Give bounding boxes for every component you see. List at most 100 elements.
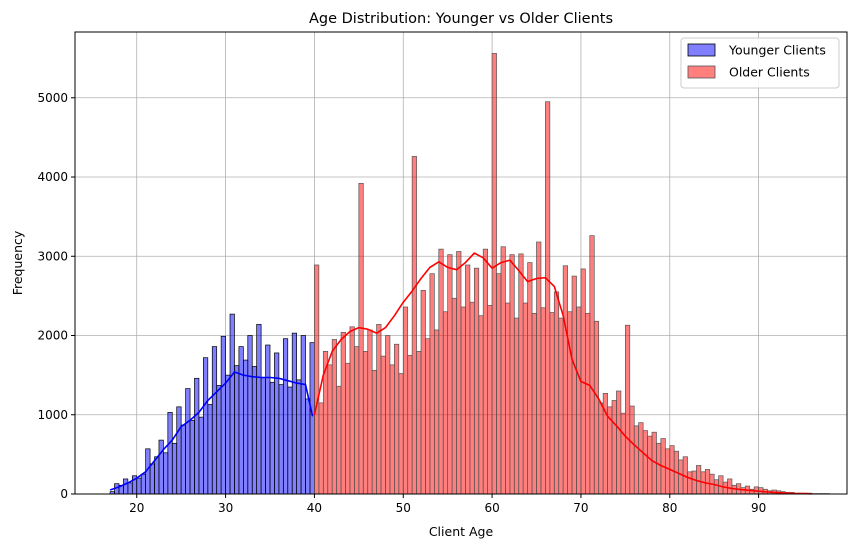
older-clients-bar — [425, 338, 431, 495]
older-clients-bar — [345, 362, 351, 495]
younger-clients-bar — [287, 386, 293, 495]
older-clients-bar — [518, 253, 524, 495]
x-axis-label: Client Age — [429, 524, 494, 539]
older-clients-bar — [624, 324, 631, 495]
younger-clients-bar — [296, 379, 302, 495]
older-clients-bar — [473, 267, 480, 495]
y-tick-label: 2000 — [37, 329, 68, 343]
younger-clients-kde-line — [109, 371, 314, 491]
younger-clients-bar — [274, 352, 280, 495]
younger-clients-bar — [154, 456, 160, 495]
older-clients-kde-line — [313, 252, 812, 495]
older-clients-bar — [318, 402, 324, 495]
x-tick-label: 40 — [307, 501, 322, 515]
older-clients-bar — [385, 335, 391, 495]
kde-curves — [109, 252, 812, 495]
older-clients-bar — [598, 402, 604, 495]
x-tick-label: 90 — [751, 501, 766, 515]
older-clients-bar — [540, 307, 546, 495]
older-clients-bar — [727, 478, 733, 495]
older-clients-bar — [491, 53, 497, 495]
y-axis: 0 1000 2000 3000 4000 5000 — [37, 91, 75, 501]
older-clients-bar — [442, 311, 449, 495]
older-clients-bar — [314, 264, 320, 495]
younger-clients-bar — [171, 442, 178, 495]
older-clients-bar — [589, 235, 595, 495]
younger-clients-bar — [176, 406, 182, 495]
younger-clients-bar — [256, 324, 262, 495]
x-axis: 20 30 40 50 60 70 80 90 — [129, 494, 766, 515]
younger-clients-bar — [167, 412, 173, 495]
younger-clients-bar — [291, 332, 298, 495]
older-clients-bar — [642, 430, 648, 495]
older-clients-bar — [349, 326, 355, 495]
legend: Younger Clients Older Clients — [680, 37, 840, 89]
older-clients-bar — [687, 471, 693, 495]
older-clients-bar — [718, 475, 724, 495]
older-clients-bar — [447, 254, 453, 495]
x-tick-label: 70 — [573, 501, 588, 515]
legend-label-younger: Younger Clients — [728, 43, 826, 58]
x-tick-label: 30 — [218, 501, 233, 515]
younger-clients-bar — [225, 374, 231, 495]
older-clients-bar — [451, 297, 457, 495]
older-clients-bar — [496, 273, 502, 495]
y-tick-label: 5000 — [37, 91, 68, 105]
older-clients-bar — [678, 459, 684, 495]
younger-clients-bar — [123, 478, 129, 495]
younger-clients-bar — [247, 335, 253, 495]
older-clients-bar — [713, 479, 719, 495]
younger-clients-bar — [251, 366, 258, 495]
older-clients-bar — [593, 320, 600, 495]
older-clients-bar — [553, 291, 560, 495]
legend-label-older: Older Clients — [729, 65, 810, 80]
older-clients-bar — [664, 448, 671, 495]
older-clients-bar — [585, 312, 591, 495]
older-clients-bar — [420, 289, 426, 495]
older-clients-bar — [336, 385, 342, 495]
older-clients-bar — [576, 306, 582, 495]
younger-clients-bar — [140, 473, 146, 495]
older-clients-bar — [656, 442, 662, 495]
older-clients-bar — [340, 331, 346, 495]
older-clients-bar — [402, 306, 409, 495]
older-clients-bar — [558, 317, 564, 495]
older-clients-bar — [469, 301, 475, 495]
older-clients-bar — [704, 469, 711, 495]
younger-clients-bar — [265, 344, 271, 495]
older-clients-bar — [416, 351, 422, 495]
older-clients-bar — [633, 425, 640, 495]
younger-clients-bar — [234, 365, 240, 495]
younger-clients-bar — [185, 388, 191, 495]
older-clients-bar — [562, 265, 568, 495]
older-clients-bar — [398, 373, 404, 495]
older-clients-bar — [691, 470, 697, 495]
older-clients-bar — [536, 241, 542, 495]
legend-swatch-younger — [687, 43, 716, 57]
older-clients-bar — [500, 246, 506, 495]
y-tick-label: 3000 — [37, 249, 68, 263]
younger-clients-bar — [194, 377, 200, 495]
older-clients-bar — [358, 183, 364, 495]
younger-clients-bar — [229, 313, 235, 495]
older-clients-bar — [389, 364, 395, 495]
older-clients-bar — [394, 343, 400, 495]
y-tick-label: 1000 — [37, 408, 68, 422]
x-tick-label: 20 — [129, 501, 144, 515]
younger-clients-bar — [260, 377, 266, 495]
younger-clients-bar — [278, 384, 284, 495]
x-tick-label: 60 — [484, 501, 499, 515]
x-tick-label: 50 — [396, 501, 411, 515]
older-clients-bar — [527, 262, 533, 495]
older-clients-bar — [513, 317, 520, 495]
older-clients-bar — [460, 306, 466, 495]
older-clients-bar — [376, 324, 382, 495]
older-clients-bar — [696, 465, 702, 495]
y-axis-label: Frequency — [10, 230, 25, 295]
older-clients-bar — [380, 355, 386, 495]
legend-swatch-older — [687, 65, 716, 79]
younger-clients-bar — [207, 404, 213, 495]
y-tick-label: 4000 — [37, 170, 68, 184]
older-clients-bar — [505, 302, 511, 495]
y-tick-label: 0 — [60, 487, 68, 501]
